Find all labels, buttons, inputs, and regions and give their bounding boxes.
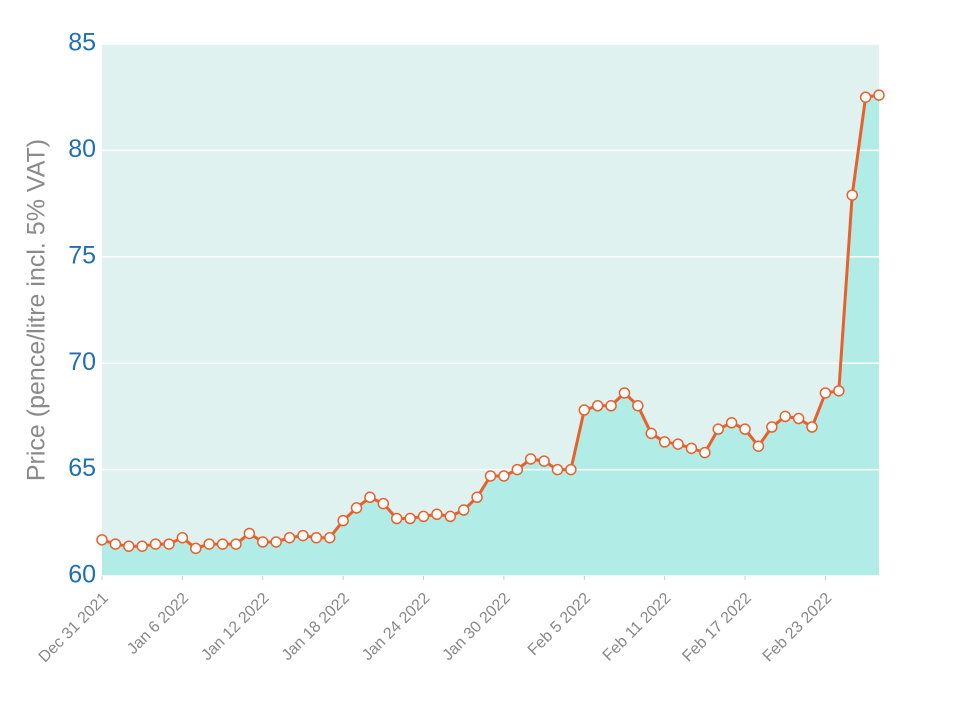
x-tick-label: Feb 11 2022 <box>600 590 675 665</box>
marker <box>323 531 336 544</box>
marker <box>498 470 510 482</box>
marker <box>176 531 189 544</box>
marker <box>672 438 684 450</box>
marker <box>766 421 778 433</box>
x-tick-label: Jan 18 2022 <box>279 590 353 664</box>
marker <box>712 423 724 435</box>
marker <box>511 463 524 476</box>
marker <box>123 540 135 552</box>
marker <box>658 436 671 448</box>
marker <box>149 538 162 550</box>
marker <box>806 421 818 433</box>
marker <box>257 536 269 548</box>
marker <box>551 463 564 476</box>
marker <box>524 453 537 465</box>
x-tick-label: Feb 5 2022 <box>525 590 594 659</box>
marker <box>779 410 791 423</box>
x-tick-label: Jan 6 2022 <box>124 590 192 658</box>
y-tick-label: 65 <box>68 454 96 482</box>
y-tick-label: 75 <box>68 241 96 269</box>
marker <box>270 536 282 548</box>
y-tick-label: 85 <box>68 29 96 57</box>
marker <box>591 400 604 412</box>
marker <box>457 504 470 516</box>
marker <box>538 455 550 467</box>
x-tick-label: Feb 23 2022 <box>760 590 836 666</box>
area <box>102 95 879 577</box>
x-tick-label: Feb 17 2022 <box>679 590 755 666</box>
marker <box>297 529 309 542</box>
marker <box>873 89 885 101</box>
marker <box>792 412 805 425</box>
marker <box>190 542 202 555</box>
marker <box>310 531 323 544</box>
marker <box>230 538 242 550</box>
y-tick-label: 80 <box>68 135 96 163</box>
marker <box>283 531 296 544</box>
marker <box>163 538 175 550</box>
marker <box>136 540 148 552</box>
marker <box>203 538 215 550</box>
marker <box>819 387 832 399</box>
y-tick-label: 70 <box>68 348 96 376</box>
marker <box>859 91 872 103</box>
marker <box>96 534 108 546</box>
y-tick-label: 60 <box>68 561 96 589</box>
marker <box>846 189 858 201</box>
x-tick-label: Jan 12 2022 <box>198 590 272 664</box>
marker <box>725 417 738 429</box>
marker <box>699 446 711 459</box>
marker <box>739 423 751 435</box>
marker <box>645 427 658 440</box>
marker <box>578 404 591 416</box>
marker <box>417 510 430 523</box>
marker <box>109 538 122 550</box>
x-tick-label: Dec 31 2021 <box>36 590 112 666</box>
marker <box>632 400 644 412</box>
marker <box>605 400 617 412</box>
marker <box>377 497 390 510</box>
marker <box>350 502 363 514</box>
marker <box>685 442 698 455</box>
marker <box>364 491 376 504</box>
marker <box>471 491 483 504</box>
marker <box>444 510 457 523</box>
marker <box>337 514 349 527</box>
marker <box>484 470 497 482</box>
marker <box>431 508 443 521</box>
marker <box>618 387 631 399</box>
x-tick-label: Jan 30 2022 <box>439 590 513 664</box>
marker <box>216 538 229 550</box>
marker <box>833 385 845 397</box>
marker <box>404 512 416 525</box>
marker <box>243 527 256 540</box>
marker <box>390 512 403 525</box>
marker <box>752 440 765 452</box>
marker <box>565 463 577 476</box>
x-tick-label: Jan 24 2022 <box>359 590 433 664</box>
y-axis-label: Price (pence/litre incl. 5% VAT) <box>23 139 51 481</box>
